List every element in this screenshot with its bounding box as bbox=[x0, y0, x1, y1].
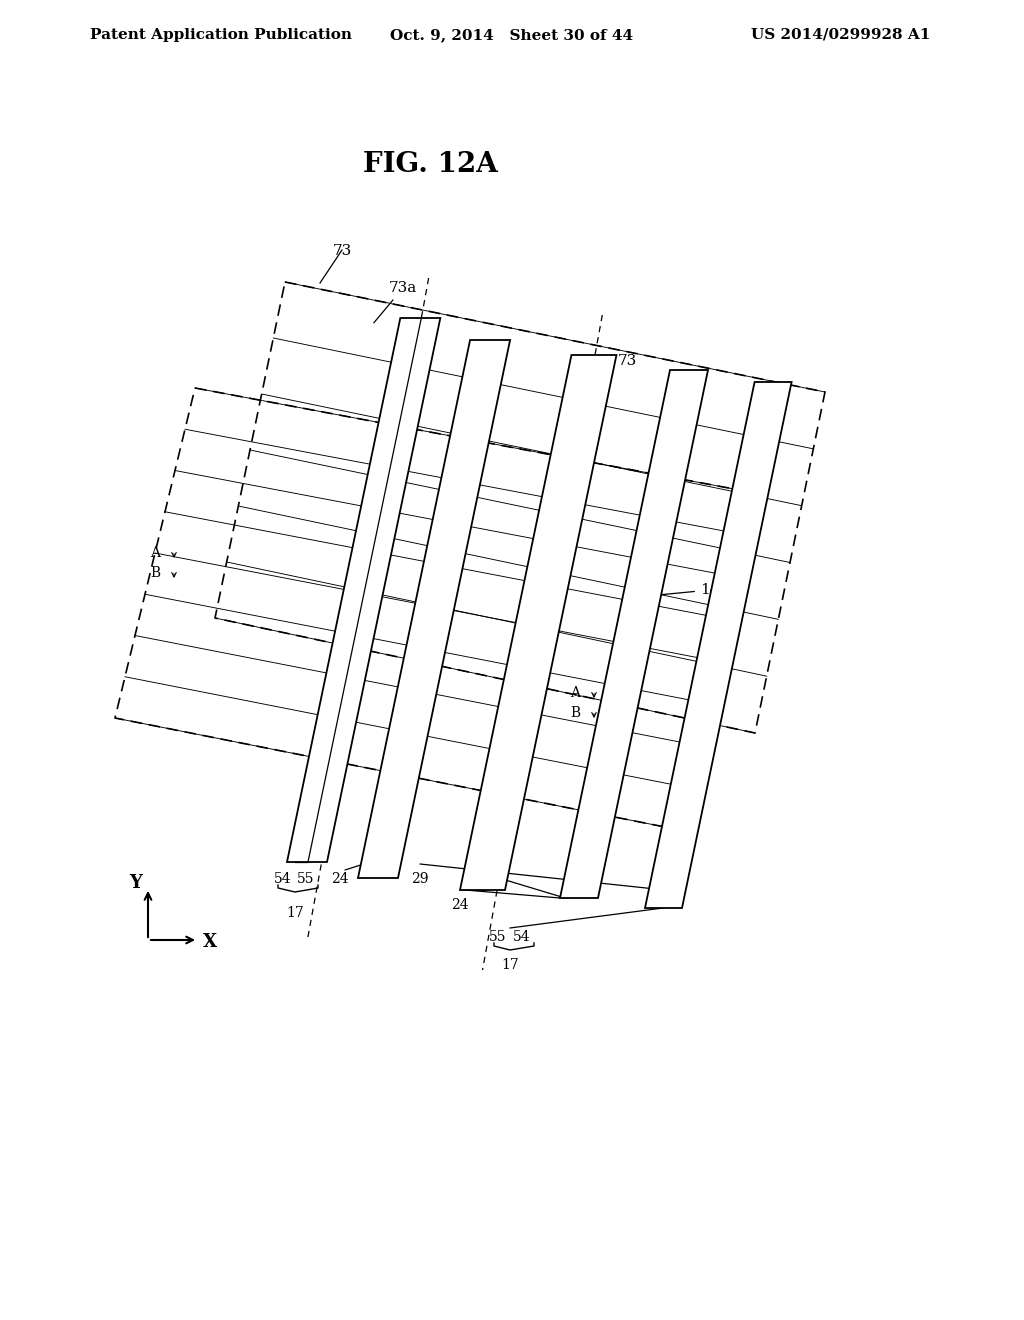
Text: 73a: 73a bbox=[374, 281, 417, 323]
Text: X: X bbox=[203, 933, 217, 950]
Text: 24: 24 bbox=[331, 873, 349, 886]
Text: 73: 73 bbox=[572, 354, 637, 387]
Text: 54: 54 bbox=[513, 931, 530, 944]
Text: 14: 14 bbox=[660, 583, 720, 597]
Text: 29: 29 bbox=[412, 873, 429, 886]
Text: 17: 17 bbox=[286, 906, 304, 920]
Polygon shape bbox=[358, 341, 510, 878]
Text: 54: 54 bbox=[274, 873, 292, 886]
Polygon shape bbox=[560, 370, 708, 898]
Text: Oct. 9, 2014   Sheet 30 of 44: Oct. 9, 2014 Sheet 30 of 44 bbox=[390, 28, 634, 42]
Text: A: A bbox=[570, 686, 580, 700]
Text: US 2014/0299928 A1: US 2014/0299928 A1 bbox=[751, 28, 930, 42]
Text: 14: 14 bbox=[470, 880, 487, 894]
Polygon shape bbox=[645, 381, 792, 908]
Text: B: B bbox=[150, 566, 160, 579]
Text: 73: 73 bbox=[333, 244, 351, 257]
Text: FIG. 12A: FIG. 12A bbox=[362, 152, 498, 178]
Text: 24: 24 bbox=[452, 898, 469, 912]
Text: A: A bbox=[150, 546, 160, 560]
Text: 55: 55 bbox=[297, 873, 314, 886]
Polygon shape bbox=[287, 318, 440, 862]
Text: 55: 55 bbox=[489, 931, 507, 944]
Text: Patent Application Publication: Patent Application Publication bbox=[90, 28, 352, 42]
Text: B: B bbox=[570, 706, 580, 719]
Text: 17: 17 bbox=[501, 958, 519, 972]
Polygon shape bbox=[460, 355, 616, 890]
Text: Y: Y bbox=[130, 874, 142, 892]
